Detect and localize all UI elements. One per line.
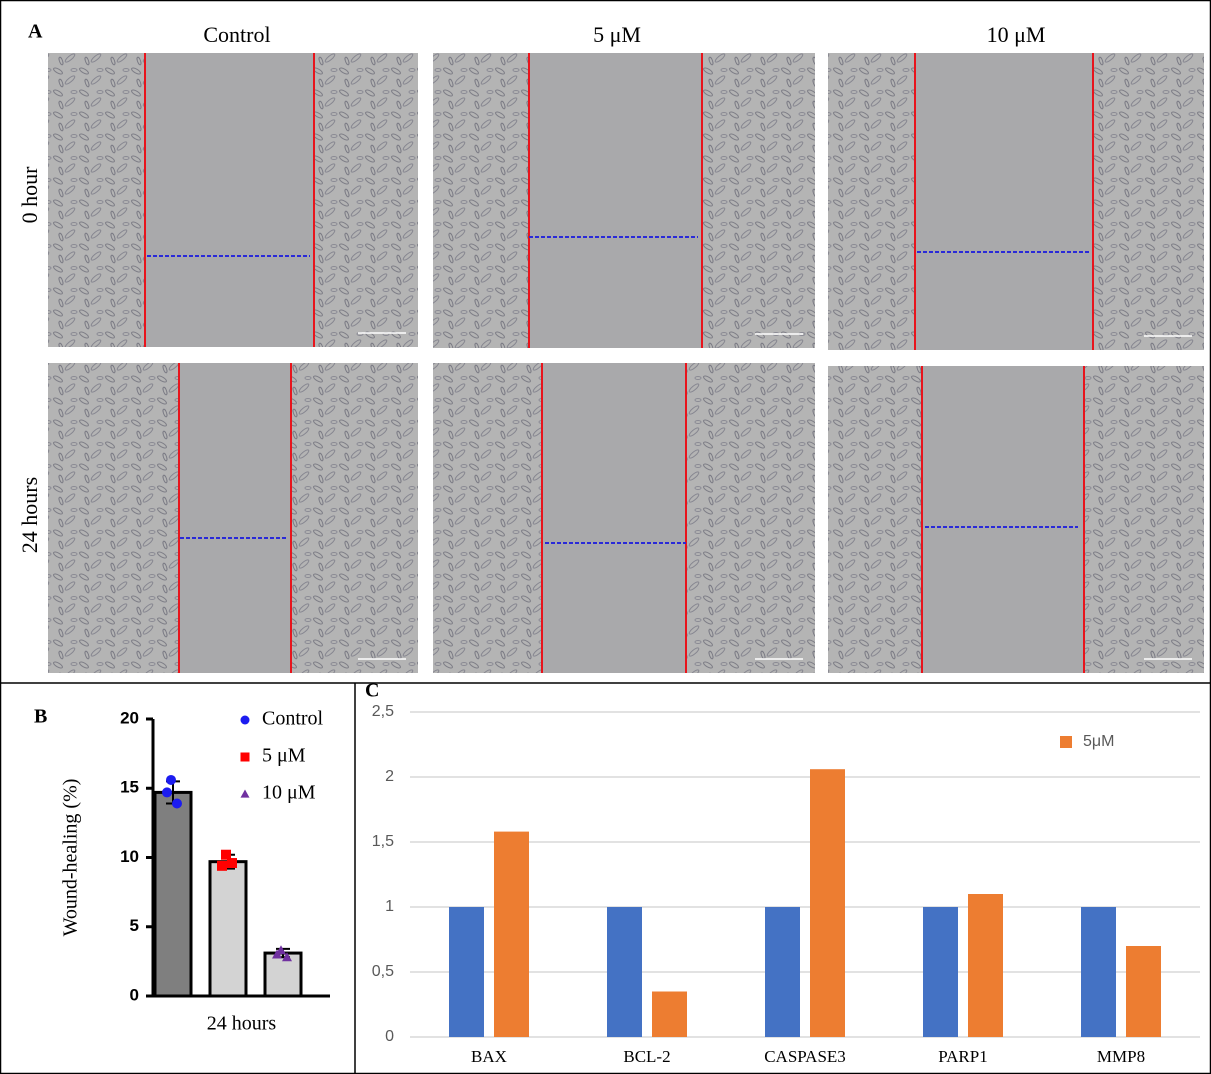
column-title: 10 μM: [987, 22, 1046, 47]
panel-a: A Control 5 μM 10 μM 0 hour 24 hours: [17, 21, 1204, 673]
wound-gap: [915, 53, 1093, 350]
wound-gap: [542, 363, 686, 673]
y-tick-label: 2,5: [372, 703, 394, 720]
wound-gap: [922, 366, 1084, 673]
legend-label: 10 μM: [262, 782, 316, 804]
wound-gap: [145, 53, 314, 347]
y-tick-label: 0,5: [372, 963, 394, 980]
legend-marker: [240, 752, 250, 762]
x-tick-label: BAX: [471, 1047, 507, 1066]
bar: [1126, 946, 1161, 1037]
legend-marker: [240, 789, 250, 798]
bar: [494, 831, 529, 1037]
bar: [1081, 907, 1116, 1037]
data-point: [166, 774, 176, 785]
y-tick-label: 5: [130, 916, 139, 935]
row-title: 24 hours: [17, 477, 42, 553]
y-tick-label: 0: [130, 985, 139, 1004]
column-title: Control: [203, 22, 270, 47]
data-point: [172, 798, 182, 809]
wound-gap: [529, 53, 702, 348]
legend-marker: [240, 715, 250, 725]
data-point: [276, 945, 286, 955]
x-tick-label: MMP8: [1097, 1047, 1145, 1066]
column-title: 5 μM: [593, 22, 641, 47]
legend-label: Control: [262, 708, 324, 730]
data-point: [162, 787, 172, 798]
panel-label: A: [28, 21, 43, 43]
legend-marker: [1060, 736, 1072, 748]
row-title: 0 hour: [17, 166, 42, 224]
bar: [968, 894, 1003, 1037]
y-axis-label: Wound-healing (%): [60, 779, 82, 937]
y-tick-label: 1,5: [372, 833, 394, 850]
y-tick-label: 2: [385, 768, 394, 785]
y-tick-label: 0: [385, 1028, 394, 1045]
y-tick-label: 20: [120, 708, 139, 727]
data-point: [221, 849, 231, 860]
panel-label: B: [34, 706, 47, 728]
x-tick-label: BCL-2: [623, 1047, 670, 1066]
x-tick-label: 24 hours: [207, 1013, 277, 1035]
bar: [652, 991, 687, 1037]
y-tick-label: 10: [120, 847, 139, 866]
bar: [607, 907, 642, 1037]
data-point: [227, 858, 237, 869]
bar: [153, 790, 193, 998]
bar: [208, 860, 248, 998]
y-tick-label: 15: [120, 778, 139, 797]
x-tick-label: CASPASE3: [764, 1047, 846, 1066]
bar: [765, 907, 800, 1037]
legend-label: 5μM: [1083, 733, 1114, 750]
bar: [923, 907, 958, 1037]
legend-label: 5 μM: [262, 745, 306, 767]
y-tick-label: 1: [385, 898, 394, 915]
data-point: [282, 952, 292, 962]
data-point: [217, 860, 227, 871]
wound-gap: [179, 363, 291, 673]
data-point: [272, 949, 282, 959]
bar: [810, 769, 845, 1037]
panel-label: C: [365, 680, 379, 702]
bar: [449, 907, 484, 1037]
x-tick-label: PARP1: [938, 1047, 987, 1066]
